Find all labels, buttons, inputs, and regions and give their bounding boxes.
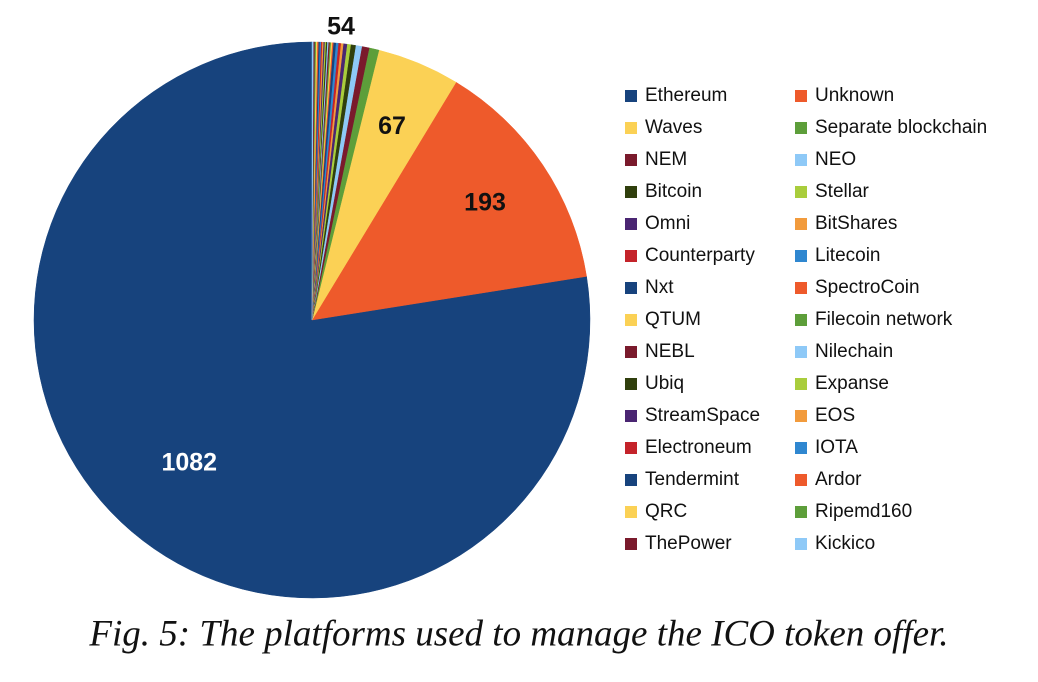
legend-label: Ethereum — [645, 85, 727, 106]
legend-label: Nxt — [645, 277, 674, 298]
legend-swatch — [795, 346, 807, 358]
legend-swatch — [795, 474, 807, 486]
legend-swatch — [795, 154, 807, 166]
legend-swatch — [795, 314, 807, 326]
legend-label: BitShares — [815, 213, 897, 234]
legend-swatch — [795, 282, 807, 294]
legend-swatch — [625, 442, 637, 454]
legend-swatch — [795, 442, 807, 454]
legend-label: Nilechain — [815, 341, 893, 362]
legend-label: Ripemd160 — [815, 501, 912, 522]
legend-label: Litecoin — [815, 245, 881, 266]
legend-swatch — [795, 186, 807, 198]
legend-label: Ubiq — [645, 373, 684, 394]
legend-label: Stellar — [815, 181, 870, 202]
legend-label: EOS — [815, 405, 855, 426]
others-label: 54 — [327, 13, 355, 41]
legend-swatch — [795, 538, 807, 550]
legend-swatch — [625, 218, 637, 230]
legend-label: Kickico — [815, 533, 875, 554]
legend-swatch — [795, 90, 807, 102]
legend-label: Bitcoin — [645, 181, 702, 202]
legend-label: StreamSpace — [645, 405, 760, 426]
caption: Fig. 5: The platforms used to manage the… — [88, 613, 948, 654]
legend-swatch — [625, 90, 637, 102]
legend-label: Tendermint — [645, 469, 740, 490]
legend-label: Unknown — [815, 85, 894, 106]
legend-label: QRC — [645, 501, 687, 522]
legend-swatch — [625, 250, 637, 262]
legend-label: Separate blockchain — [815, 117, 987, 138]
legend-label: SpectroCoin — [815, 277, 920, 298]
legend-label: QTUM — [645, 309, 701, 330]
data-label: 67 — [378, 112, 406, 140]
pie-slice — [311, 41, 314, 321]
legend-label: Expanse — [815, 373, 889, 394]
legend-swatch — [625, 346, 637, 358]
data-label: 193 — [464, 188, 506, 216]
legend-swatch — [625, 538, 637, 550]
legend-swatch — [625, 154, 637, 166]
pie-slice — [33, 41, 591, 599]
legend-swatch — [625, 282, 637, 294]
data-label: 1082 — [161, 448, 217, 476]
legend-swatch — [625, 410, 637, 422]
legend-swatch — [795, 122, 807, 134]
legend-label: NEBL — [645, 341, 695, 362]
legend-swatch — [625, 506, 637, 518]
legend-swatch — [795, 506, 807, 518]
pie-slice — [311, 81, 587, 321]
legend-swatch — [625, 314, 637, 326]
legend-label: Omni — [645, 213, 690, 234]
legend-swatch — [795, 410, 807, 422]
legend-label: Filecoin network — [815, 309, 953, 330]
legend-label: NEO — [815, 149, 856, 170]
legend-label: Electroneum — [645, 437, 752, 458]
legend-swatch — [625, 186, 637, 198]
legend-label: Counterparty — [645, 245, 755, 266]
legend-swatch — [795, 250, 807, 262]
legend-swatch — [625, 378, 637, 390]
legend-swatch — [625, 474, 637, 486]
legend-label: NEM — [645, 149, 687, 170]
legend-label: IOTA — [815, 437, 858, 458]
legend-label: ThePower — [645, 533, 732, 554]
legend-swatch — [795, 218, 807, 230]
legend-swatch — [795, 378, 807, 390]
legend-swatch — [625, 122, 637, 134]
legend-label: Waves — [645, 117, 702, 138]
legend-label: Ardor — [815, 469, 862, 490]
